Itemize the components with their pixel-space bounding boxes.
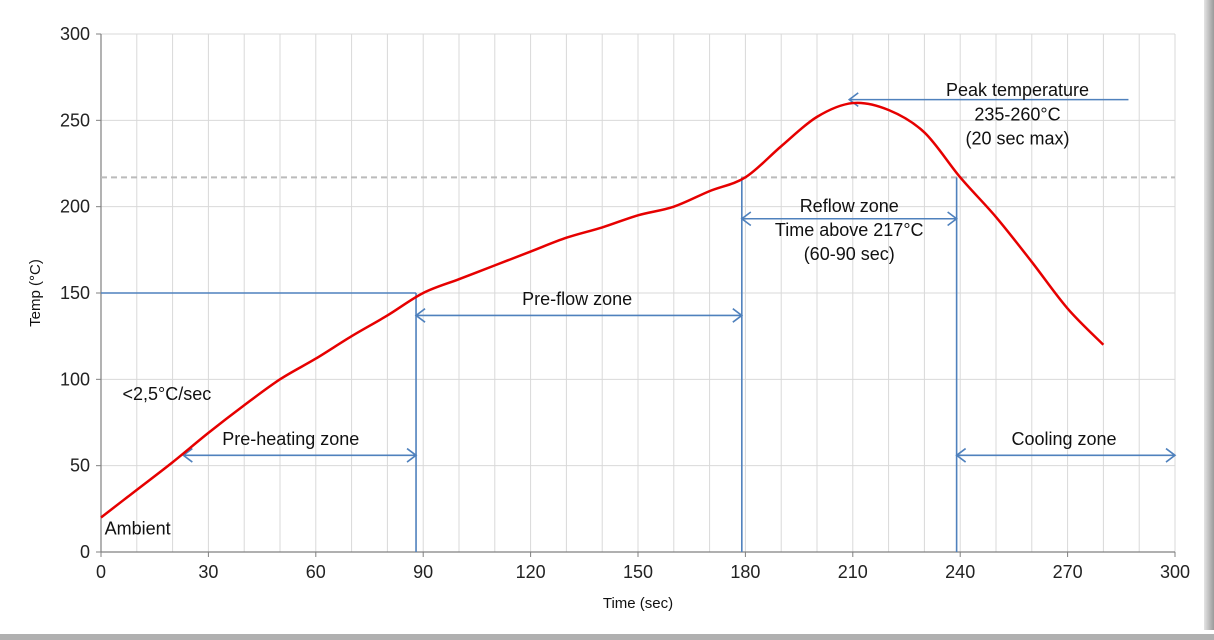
- x-tick-label: 300: [1160, 562, 1190, 582]
- y-tick-label: 150: [60, 283, 90, 303]
- arrow-head: [1165, 447, 1177, 463]
- annotation-peak-1: Peak temperature: [946, 80, 1089, 100]
- tick-labels: 0 30 60 90 120 150 180 210 240 270 300 0 50 100 150 200…: [60, 24, 1190, 582]
- zone-markers: [101, 92, 1177, 552]
- arrow-head: [740, 211, 752, 227]
- annotation-cooling: Cooling zone: [1011, 429, 1116, 449]
- y-tick-label: 200: [60, 197, 90, 217]
- arrow-head: [182, 447, 193, 463]
- window-edge-bottom: [0, 634, 1214, 640]
- arrow-head: [414, 308, 426, 323]
- window-edge-right: [1204, 0, 1214, 630]
- x-tick-label: 60: [306, 562, 326, 582]
- y-tick-label: 300: [60, 24, 90, 44]
- x-tick-label: 30: [198, 562, 218, 582]
- x-axis-title: Time (sec): [603, 595, 673, 612]
- annotation-reflow-2: Time above 217°C: [775, 220, 924, 240]
- annotation-reflow-3: (60-90 sec): [804, 244, 895, 264]
- x-tick-label: 90: [413, 562, 433, 582]
- arrow-head: [732, 308, 744, 323]
- annotation-preflow: Pre-flow zone: [522, 289, 632, 309]
- grid-lines: [100, 33, 1176, 553]
- x-tick-label: 120: [516, 562, 546, 582]
- y-tick-label: 250: [60, 110, 90, 130]
- arrow-head: [955, 447, 967, 463]
- y-tick-label: 0: [80, 542, 90, 562]
- annotation-ambient: Ambient: [105, 519, 171, 539]
- x-tick-label: 240: [945, 562, 975, 582]
- y-tick-label: 100: [60, 369, 90, 389]
- x-tick-label: 210: [838, 562, 868, 582]
- x-tick-label: 0: [96, 562, 106, 582]
- temperature-profile-line: [100, 101, 1105, 519]
- arrow-head: [406, 447, 418, 463]
- annotation-reflow-1: Reflow zone: [800, 196, 899, 216]
- y-tick-label: 50: [70, 456, 90, 476]
- annotation-peak-3: (20 sec max): [965, 129, 1069, 149]
- arrow-head: [947, 211, 958, 227]
- x-tick-label: 270: [1053, 562, 1083, 582]
- x-tick-label: 150: [623, 562, 653, 582]
- y-axis-title: Temp (°C): [27, 259, 44, 327]
- annotation-preheat: Pre-heating zone: [222, 429, 359, 449]
- x-tick-label: 180: [730, 562, 760, 582]
- annotation-rate: <2,5°C/sec: [122, 384, 211, 404]
- annotations: Ambient <2,5°C/sec Pre-heating zone Pre-flo…: [105, 80, 1117, 539]
- series-group: [100, 101, 1105, 519]
- annotation-peak-2: 235-260°C: [974, 104, 1060, 124]
